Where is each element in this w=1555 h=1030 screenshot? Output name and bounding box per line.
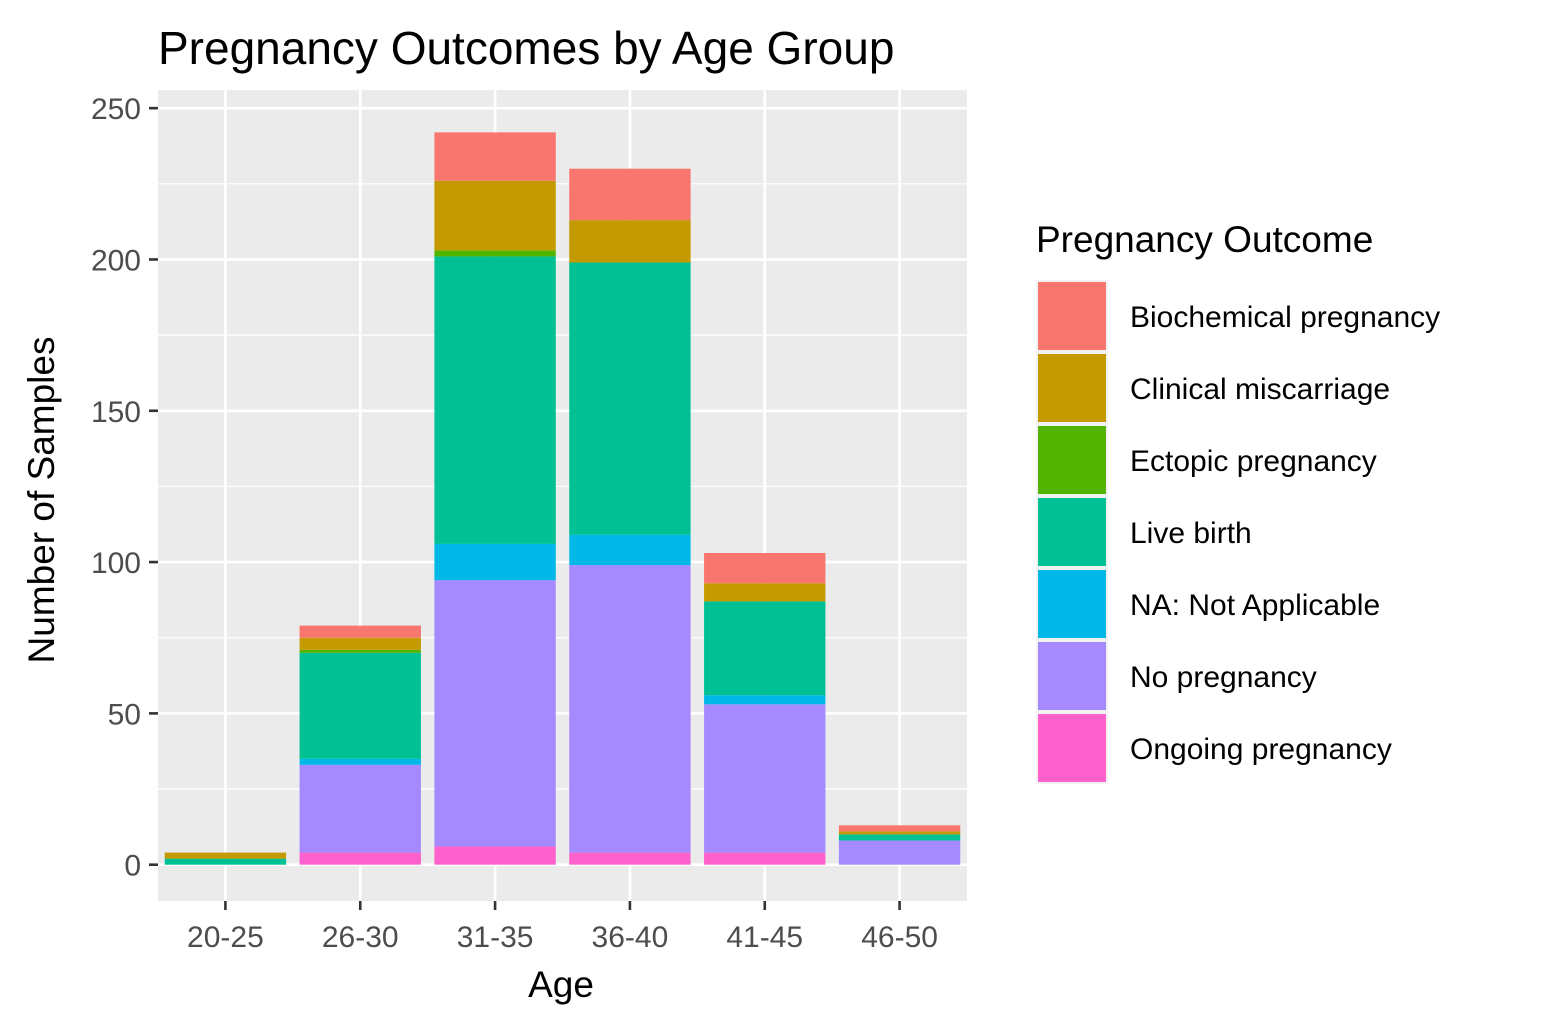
y-tick-label: 150 <box>91 396 141 429</box>
x-tick-label: 26-30 <box>322 921 399 954</box>
x-tick-label: 20-25 <box>187 921 264 954</box>
bars-layer <box>164 132 961 865</box>
y-tick-label: 100 <box>91 547 141 580</box>
bar-segment-36-40-clinical-miscarriage <box>569 220 691 263</box>
bar-segment-31-35-ongoing-pregnancy <box>434 846 556 865</box>
x-axis-title: Age <box>528 964 594 1005</box>
y-tick-label: 250 <box>91 93 141 126</box>
bar-segment-41-45-no-pregnancy <box>704 704 826 853</box>
bar-segment-41-45-ongoing-pregnancy <box>704 852 826 865</box>
bar-segment-26-30-no-pregnancy <box>299 764 421 853</box>
bar-segment-26-30-na-not-applicable <box>299 758 421 765</box>
bar-segment-36-40-ongoing-pregnancy <box>569 852 691 865</box>
legend-swatch-no-pregnancy <box>1038 642 1106 710</box>
bar-segment-41-45-clinical-miscarriage <box>704 583 826 602</box>
bar-segment-26-30-live-birth <box>299 652 421 759</box>
legend-label-na-not-applicable: NA: Not Applicable <box>1130 589 1380 622</box>
legend: Biochemical pregnancy Clinical miscarriag… <box>1036 280 1440 784</box>
x-tick-label: 36-40 <box>592 921 669 954</box>
legend-label-biochemical-pregnancy: Biochemical pregnancy <box>1130 301 1440 334</box>
legend-label-no-pregnancy: No pregnancy <box>1130 661 1317 694</box>
y-tick-label: 200 <box>91 244 141 277</box>
bar-segment-26-30-ongoing-pregnancy <box>299 852 421 865</box>
bar-segment-26-30-biochemical-pregnancy <box>299 625 421 638</box>
bar-segment-31-35-clinical-miscarriage <box>434 180 556 251</box>
bar-segment-31-35-live-birth <box>434 256 556 544</box>
legend-swatch-live-birth <box>1038 498 1106 566</box>
bar-segment-31-35-na-not-applicable <box>434 543 556 581</box>
bar-segment-41-45-biochemical-pregnancy <box>704 552 826 584</box>
bar-segment-41-45-na-not-applicable <box>704 695 826 705</box>
bar-segment-31-35-biochemical-pregnancy <box>434 132 556 181</box>
legend-swatch-na-not-applicable <box>1038 570 1106 638</box>
bar-segment-36-40-na-not-applicable <box>569 534 691 566</box>
bar-segment-41-45-live-birth <box>704 601 826 696</box>
legend-label-ectopic-pregnancy: Ectopic pregnancy <box>1130 445 1377 478</box>
y-axis-title: Number of Samples <box>21 337 62 664</box>
legend-swatch-ongoing-pregnancy <box>1038 714 1106 782</box>
legend-swatch-ectopic-pregnancy <box>1038 426 1106 494</box>
plot-panel <box>158 90 967 901</box>
bar-segment-31-35-no-pregnancy <box>434 580 556 847</box>
bar-segment-46-50-no-pregnancy <box>838 840 961 865</box>
bar-segment-20-25-live-birth <box>164 858 287 865</box>
bar-segment-46-50-live-birth <box>838 834 961 841</box>
bar-segment-36-40-biochemical-pregnancy <box>569 168 691 221</box>
bar-segment-31-35-ectopic-pregnancy <box>434 250 556 257</box>
bar-segment-46-50-biochemical-pregnancy <box>838 825 961 832</box>
legend-label-live-birth: Live birth <box>1130 517 1252 550</box>
legend-title: Pregnancy Outcome <box>1036 219 1373 260</box>
legend-label-ongoing-pregnancy: Ongoing pregnancy <box>1130 733 1392 766</box>
panel-background <box>158 90 967 901</box>
axes-layer: 0 50 100 150 200 250 20-25 26-30 31-35 36-40 41-45… <box>91 93 938 954</box>
legend-swatch-clinical-miscarriage <box>1038 354 1106 422</box>
y-tick-label: 50 <box>108 698 141 731</box>
bar-segment-26-30-clinical-miscarriage <box>299 637 421 650</box>
bar-segment-36-40-live-birth <box>569 262 691 535</box>
chart-title: Pregnancy Outcomes by Age Group <box>158 22 894 74</box>
y-tick-label: 0 <box>124 850 141 883</box>
bar-segment-20-25-clinical-miscarriage <box>164 852 287 859</box>
legend-label-clinical-miscarriage: Clinical miscarriage <box>1130 373 1390 406</box>
x-tick-label: 41-45 <box>726 921 803 954</box>
bar-segment-46-50-clinical-miscarriage <box>838 831 961 835</box>
x-tick-label: 46-50 <box>861 921 938 954</box>
bar-segment-36-40-no-pregnancy <box>569 565 691 853</box>
bar-segment-26-30-ectopic-pregnancy <box>299 649 421 653</box>
x-tick-label: 31-35 <box>457 921 534 954</box>
legend-swatch-biochemical-pregnancy <box>1038 282 1106 350</box>
